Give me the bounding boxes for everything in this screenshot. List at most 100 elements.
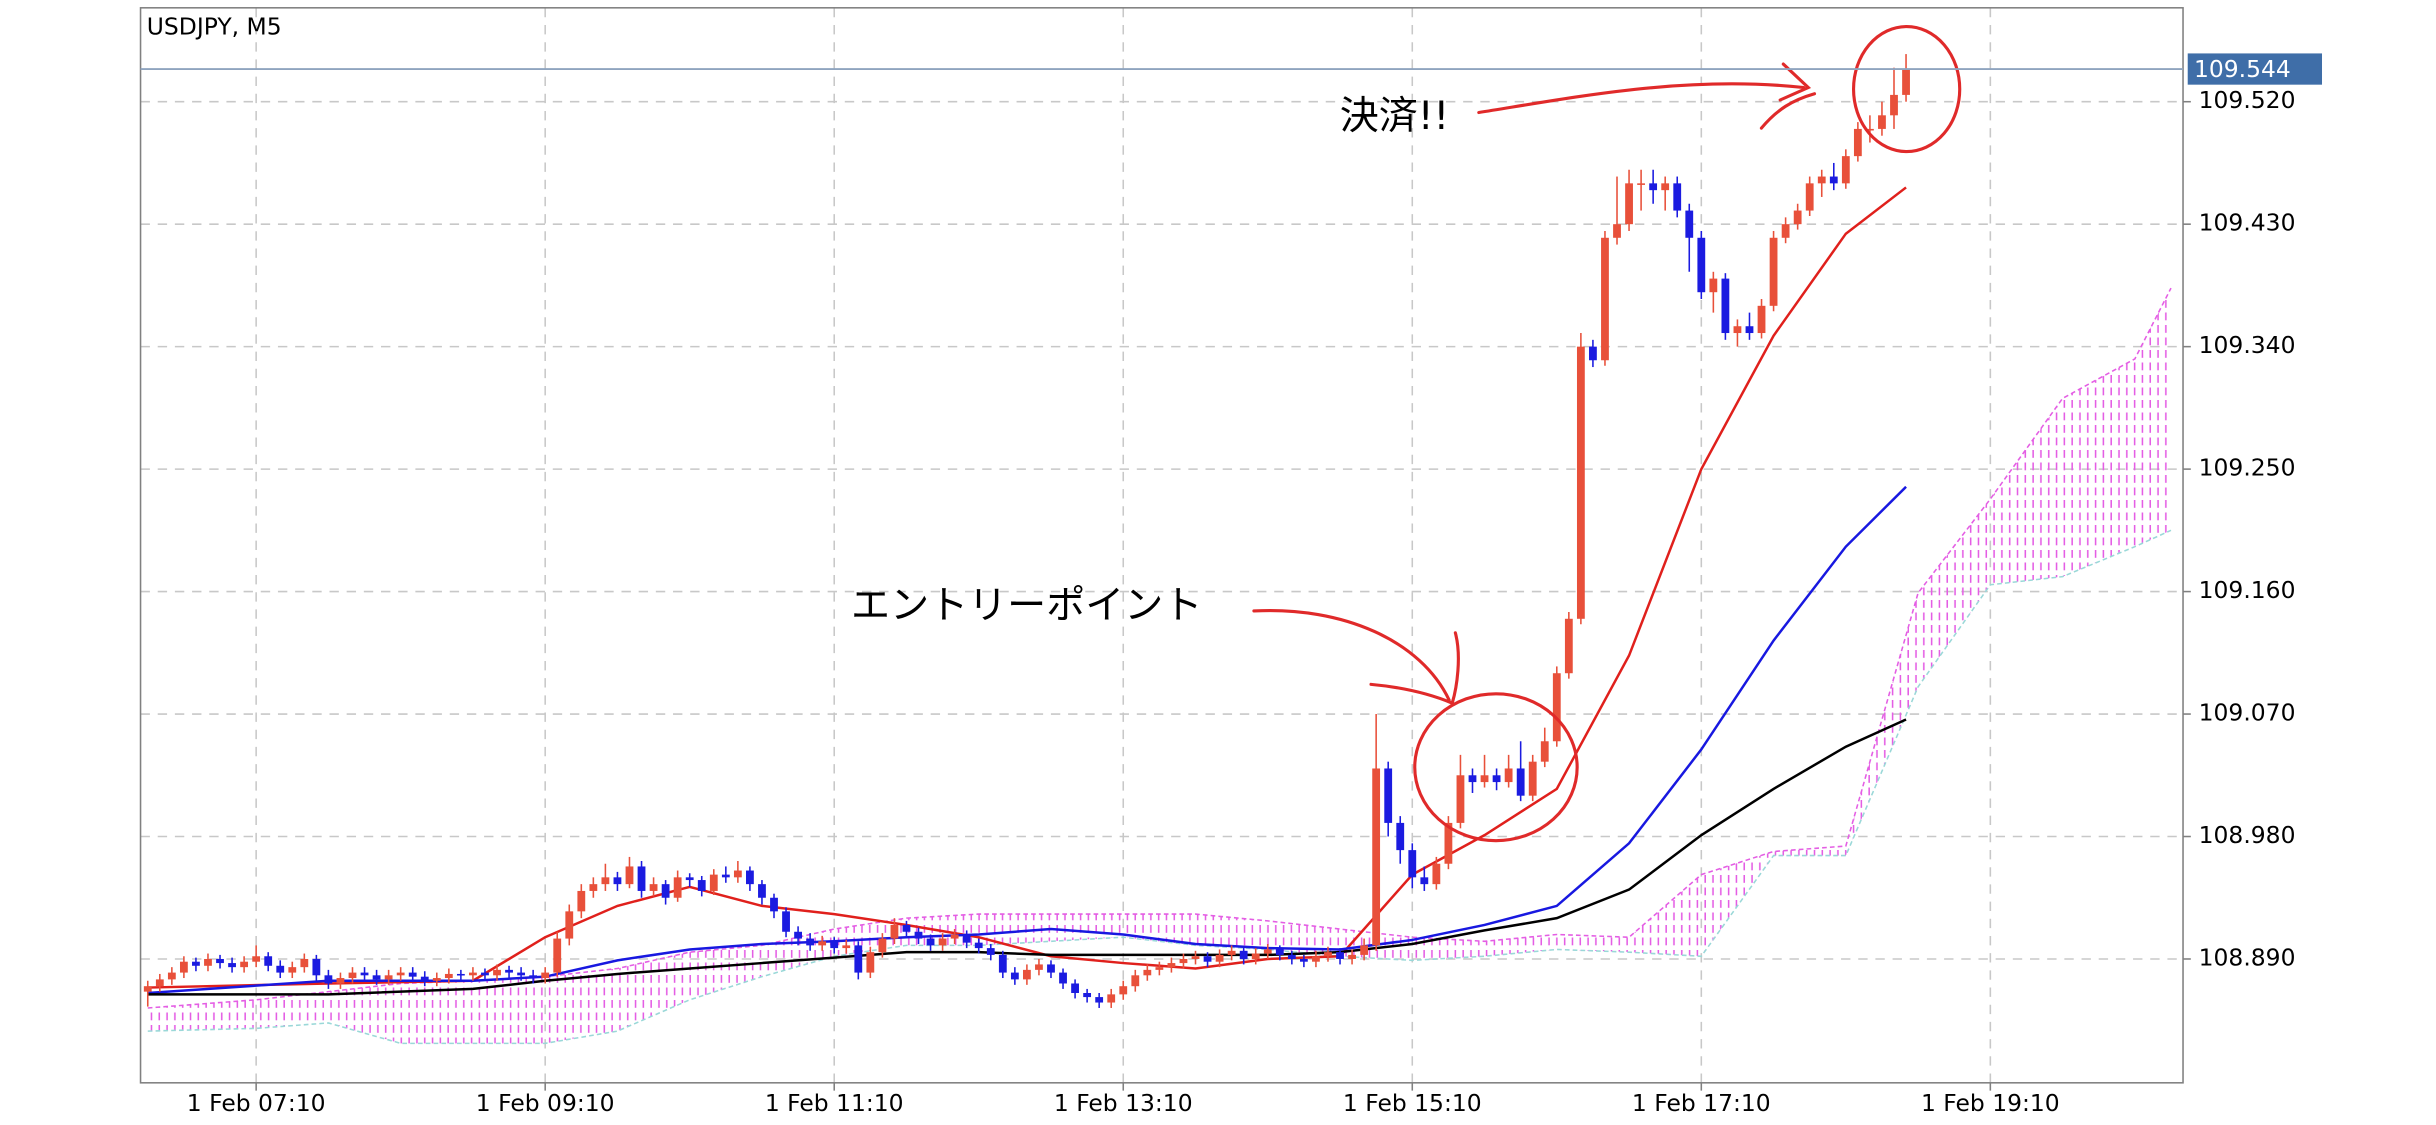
- cloud-lower: [147, 529, 2172, 1045]
- candle-body: [1637, 183, 1645, 185]
- candle-body: [192, 961, 200, 966]
- price-label: 109.544: [2194, 55, 2291, 83]
- candle-body: [818, 941, 827, 946]
- candle-body: [1275, 949, 1284, 955]
- plot-frame: [139, 7, 2184, 1084]
- candle-body: [782, 911, 790, 932]
- candle-body: [444, 973, 453, 979]
- candle-body: [348, 972, 357, 979]
- candle-body: [336, 978, 345, 984]
- y-tick-label: 109.160: [2199, 576, 2296, 604]
- candle-body: [1239, 950, 1248, 959]
- candle-body: [553, 938, 562, 973]
- highlight-circle: [1851, 25, 1962, 154]
- candle-body: [878, 938, 887, 953]
- candle-body: [1059, 972, 1067, 984]
- candle-body: [1071, 983, 1079, 994]
- candle-body: [456, 973, 465, 976]
- candle-body: [685, 877, 694, 881]
- candle-body: [264, 956, 273, 966]
- candle-body: [830, 941, 839, 949]
- candle-body: [216, 958, 224, 964]
- candle-body: [806, 938, 815, 946]
- arrowhead: [1778, 62, 1812, 102]
- candle-body: [1035, 964, 1043, 970]
- candle-body: [1010, 972, 1019, 980]
- annotation: 決済!!: [1340, 94, 1449, 139]
- candle-body: [1878, 115, 1886, 129]
- candle-body: [1372, 768, 1381, 946]
- candle-body: [1022, 969, 1031, 980]
- arrow: [1477, 82, 1806, 115]
- candle-body: [1890, 94, 1898, 116]
- candle-body: [1167, 963, 1176, 968]
- candle-body: [1396, 822, 1405, 851]
- candle-body: [1215, 954, 1224, 962]
- candle-body: [565, 911, 574, 939]
- candle-body: [1757, 305, 1766, 334]
- candle-body: [276, 965, 285, 973]
- y-tick-label: 109.430: [2199, 209, 2296, 237]
- candle-body: [384, 975, 393, 980]
- candle-body: [1601, 237, 1609, 361]
- candle-body: [1155, 967, 1164, 970]
- candle-body: [1408, 850, 1417, 878]
- y-tick-label: 109.070: [2199, 699, 2296, 727]
- candle-body: [288, 967, 297, 973]
- candle-body: [1589, 346, 1597, 361]
- candle-body: [1047, 964, 1055, 973]
- x-tick-label: 1 Feb 13:10: [1054, 1089, 1193, 1117]
- candle-body: [794, 931, 802, 939]
- candle-body: [1552, 673, 1561, 742]
- candle-body: [998, 954, 1007, 973]
- candle-body: [204, 958, 212, 966]
- candle-body: [1781, 224, 1790, 238]
- candle-body: [1697, 237, 1706, 293]
- y-tick-label: 108.890: [2199, 943, 2296, 971]
- candle-body: [721, 874, 730, 878]
- candle-body: [167, 972, 176, 980]
- candle-body: [1733, 326, 1742, 334]
- candle-body: [1336, 952, 1344, 959]
- candle-body: [1179, 958, 1188, 964]
- candle-body: [1745, 326, 1754, 334]
- candle-body: [1456, 775, 1465, 823]
- candle-body: [1528, 761, 1537, 796]
- candle-body: [1143, 969, 1152, 976]
- candle-body: [1829, 176, 1838, 184]
- plot-area: [140, 7, 2184, 1083]
- candle-body: [1420, 877, 1429, 885]
- candle-body: [155, 979, 164, 987]
- candle-body: [601, 877, 610, 885]
- y-tick-label: 109.250: [2199, 454, 2296, 482]
- candle-body: [1673, 183, 1682, 211]
- candle-body: [1685, 210, 1694, 238]
- y-tick-label: 108.980: [2199, 821, 2296, 849]
- candle-body: [312, 958, 321, 976]
- candle-body: [854, 945, 863, 973]
- candle-body: [1251, 953, 1260, 959]
- candle-body: [1360, 945, 1369, 955]
- candle-body: [950, 934, 959, 939]
- moving-average: [147, 485, 1907, 995]
- candle-body: [1492, 775, 1501, 783]
- candle-body: [697, 880, 706, 891]
- candle-body: [179, 961, 188, 973]
- candle-body: [625, 866, 634, 885]
- candle-body: [493, 969, 501, 976]
- candle-body: [938, 938, 947, 946]
- candle-body: [481, 972, 489, 976]
- x-tick-label: 1 Feb 19:10: [1921, 1089, 2060, 1117]
- candle-body: [228, 963, 236, 968]
- candle-body: [902, 924, 911, 932]
- candle-body: [770, 897, 778, 912]
- candle-body: [529, 975, 538, 979]
- candle-body: [1564, 618, 1573, 674]
- arrowhead: [1450, 631, 1460, 705]
- candle-body: [649, 884, 658, 891]
- candle-body: [541, 972, 550, 979]
- candle-body: [1203, 956, 1212, 962]
- candle-body: [577, 890, 586, 912]
- x-tick-label: 1 Feb 15:10: [1343, 1089, 1482, 1117]
- candle-body: [1709, 278, 1718, 293]
